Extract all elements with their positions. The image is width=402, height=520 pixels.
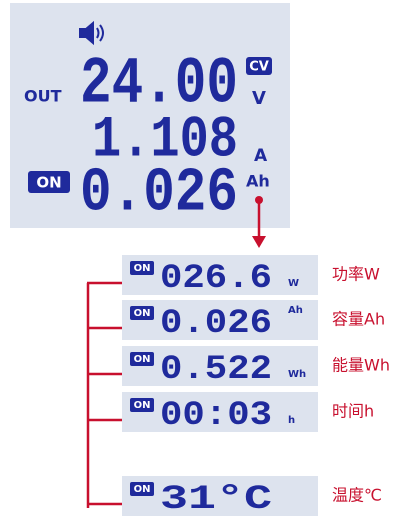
capacity-unit: Ah	[246, 172, 270, 191]
mode-reading: 0.522	[160, 351, 272, 389]
mode-unit: h	[288, 415, 295, 426]
status-text: ON	[134, 263, 151, 274]
current-unit: A	[254, 146, 268, 166]
mode-reading: 0.026	[160, 305, 272, 343]
mode-list: ON 026.6 W 功率W ON 0.026 Ah 容量Ah ON 0.522 Wh 能量Wh ON 0…	[87, 255, 390, 519]
diagram: OUT 24.00 CV V 1.108 A ON 0.026 Ah ON026…	[0, 0, 402, 520]
mode-reading: 026.6	[160, 260, 272, 298]
status-text: ON	[134, 484, 151, 495]
mode-label: 时间h	[332, 402, 374, 421]
mode-unit: Ah	[288, 305, 303, 316]
out-label: OUT	[24, 87, 62, 106]
status-text: ON	[134, 400, 151, 411]
mode-label: 能量Wh	[332, 356, 390, 375]
status-text: ON	[134, 354, 151, 365]
mode-unit: W	[288, 278, 299, 289]
capacity-reading: 0.026	[80, 157, 238, 228]
mode-label: 温度℃	[332, 486, 382, 505]
mode-reading: 00:03	[160, 397, 272, 435]
status-text: ON	[36, 174, 61, 192]
mode-label: 容量Ah	[332, 310, 385, 329]
mode-text: CV	[249, 60, 269, 75]
status-text: ON	[134, 308, 151, 319]
mode-unit: Wh	[288, 369, 306, 380]
voltage-unit: V	[252, 88, 266, 109]
mode-reading: 31°C	[160, 481, 272, 519]
mode-label: 功率W	[332, 265, 380, 284]
